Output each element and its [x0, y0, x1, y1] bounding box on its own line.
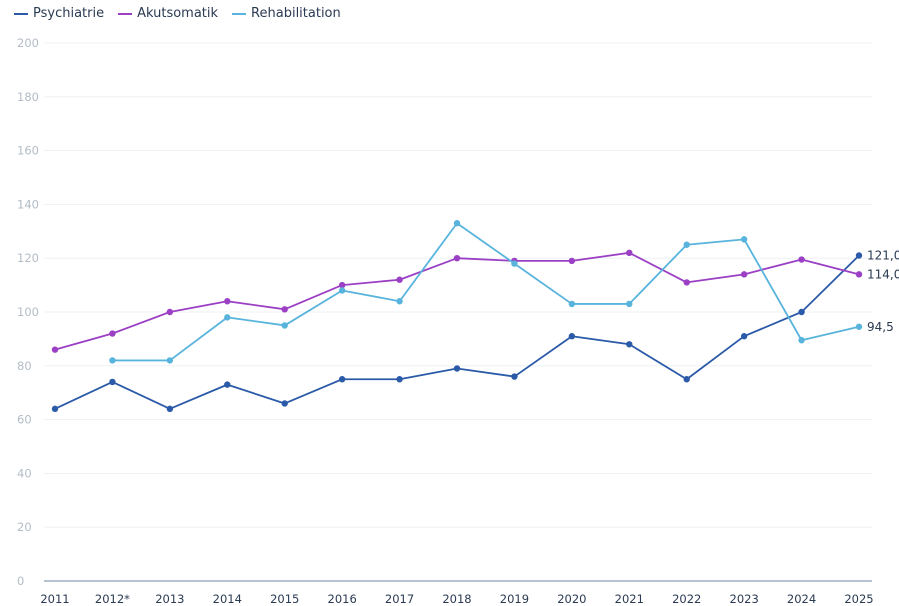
data-point-rehabilitation-2024	[798, 337, 805, 344]
legend: Psychiatrie Akutsomatik Rehabilitation	[14, 6, 341, 21]
data-point-psychiatrie-2018	[453, 365, 461, 372]
data-point-psychiatrie-2020	[568, 333, 576, 340]
y-tick-label-80: 80	[17, 359, 32, 373]
y-tick-label-40: 40	[17, 466, 32, 480]
data-point-psychiatrie-2019	[511, 373, 518, 380]
data-point-rehabilitation-2014	[224, 314, 231, 321]
legend-item-psychiatrie: Psychiatrie	[14, 6, 104, 21]
data-point-rehabilitation-2019	[511, 260, 518, 267]
y-tick-label-160: 160	[17, 144, 39, 158]
y-tick-label-20: 20	[17, 520, 32, 534]
data-point-psychiatrie-2024	[798, 308, 805, 316]
x-tick-label-2016: 2016	[328, 592, 357, 606]
series-line-akutsomatik	[54, 251, 860, 351]
data-point-psychiatrie-2011	[51, 405, 59, 413]
data-point-akutsomatik-2015	[281, 306, 288, 313]
data-point-akutsomatik-2021	[626, 249, 633, 257]
data-point-akutsomatik-2013	[166, 308, 174, 316]
data-point-psychiatrie-2014	[224, 381, 231, 388]
data-point-rehabilitation-2022	[683, 241, 690, 248]
data-point-akutsomatik-2022	[683, 279, 690, 286]
data-point-akutsomatik-2023	[740, 271, 748, 278]
x-tick-label-2015: 2015	[270, 592, 299, 606]
legend-item-rehabilitation: Rehabilitation	[232, 6, 341, 21]
y-tick-label-60: 60	[17, 413, 32, 427]
data-point-rehabilitation-2012star	[109, 357, 116, 364]
x-tick-label-2019: 2019	[500, 592, 529, 606]
data-point-rehabilitation-2021	[626, 300, 633, 308]
x-tick-label-2012star: 2012*	[95, 592, 130, 606]
data-point-rehabilitation-2020	[568, 300, 576, 308]
x-tick-label-2022: 2022	[672, 592, 701, 606]
legend-item-akutsomatik: Akutsomatik	[118, 6, 218, 21]
x-tick-label-2025: 2025	[844, 592, 873, 606]
x-tick-label-2013: 2013	[155, 592, 184, 606]
legend-label-akutsomatik: Akutsomatik	[137, 6, 219, 21]
legend-swatch-psychiatrie	[14, 12, 28, 15]
data-point-psychiatrie-2025	[855, 252, 863, 259]
data-point-akutsomatik-2020	[568, 257, 576, 265]
legend-label-psychiatrie: Psychiatrie	[33, 6, 105, 21]
legend-swatch-akutsomatik	[118, 12, 133, 15]
x-tick-label-2024: 2024	[787, 592, 816, 606]
x-tick-label-2021: 2021	[615, 592, 644, 606]
data-point-psychiatrie-2016	[338, 376, 346, 383]
data-point-akutsomatik-2017	[396, 276, 403, 283]
series-line-rehabilitation	[112, 222, 860, 362]
data-point-rehabilitation-2018	[453, 220, 461, 227]
end-label-akutsomatik: 114,0	[867, 267, 899, 281]
legend-swatch-rehabilitation	[232, 12, 247, 15]
x-tick-label-2023: 2023	[730, 592, 759, 606]
data-point-psychiatrie-2022	[683, 376, 690, 383]
data-point-akutsomatik-2011	[51, 346, 59, 353]
legend-label-rehabilitation: Rehabilitation	[251, 6, 341, 21]
data-point-psychiatrie-2012star	[109, 378, 116, 386]
data-point-psychiatrie-2015	[281, 400, 288, 407]
data-point-akutsomatik-2016	[338, 281, 346, 289]
data-point-akutsomatik-2012star	[109, 330, 116, 337]
data-point-rehabilitation-2023	[740, 236, 748, 243]
data-point-akutsomatik-2018	[453, 255, 461, 262]
end-label-psychiatrie: 121,0	[867, 249, 899, 263]
data-point-rehabilitation-2016	[338, 287, 346, 294]
end-label-rehabilitation: 94,5	[867, 320, 894, 334]
y-tick-label-140: 140	[17, 197, 39, 211]
y-tick-label-180: 180	[17, 90, 39, 104]
x-tick-label-2018: 2018	[442, 592, 471, 606]
data-point-rehabilitation-2025	[855, 323, 863, 330]
x-tick-label-2017: 2017	[385, 592, 414, 606]
data-point-rehabilitation-2017	[396, 298, 403, 305]
x-tick-label-2020: 2020	[557, 592, 586, 606]
data-point-psychiatrie-2021	[626, 341, 633, 348]
data-point-akutsomatik-2014	[224, 298, 231, 305]
y-tick-label-200: 200	[17, 36, 39, 50]
y-tick-label-120: 120	[17, 251, 39, 265]
data-point-psychiatrie-2017	[396, 376, 403, 383]
y-tick-label-0: 0	[17, 574, 24, 588]
data-point-psychiatrie-2013	[166, 405, 174, 413]
data-point-rehabilitation-2013	[166, 357, 174, 364]
x-tick-label-2014: 2014	[213, 592, 242, 606]
x-tick-label-2011: 2011	[40, 592, 69, 606]
y-tick-label-100: 100	[17, 305, 39, 319]
series-line-psychiatrie	[54, 254, 860, 410]
data-point-akutsomatik-2025	[855, 271, 863, 278]
data-point-psychiatrie-2023	[740, 333, 748, 340]
data-point-akutsomatik-2024	[798, 256, 805, 263]
data-point-rehabilitation-2015	[281, 322, 288, 329]
